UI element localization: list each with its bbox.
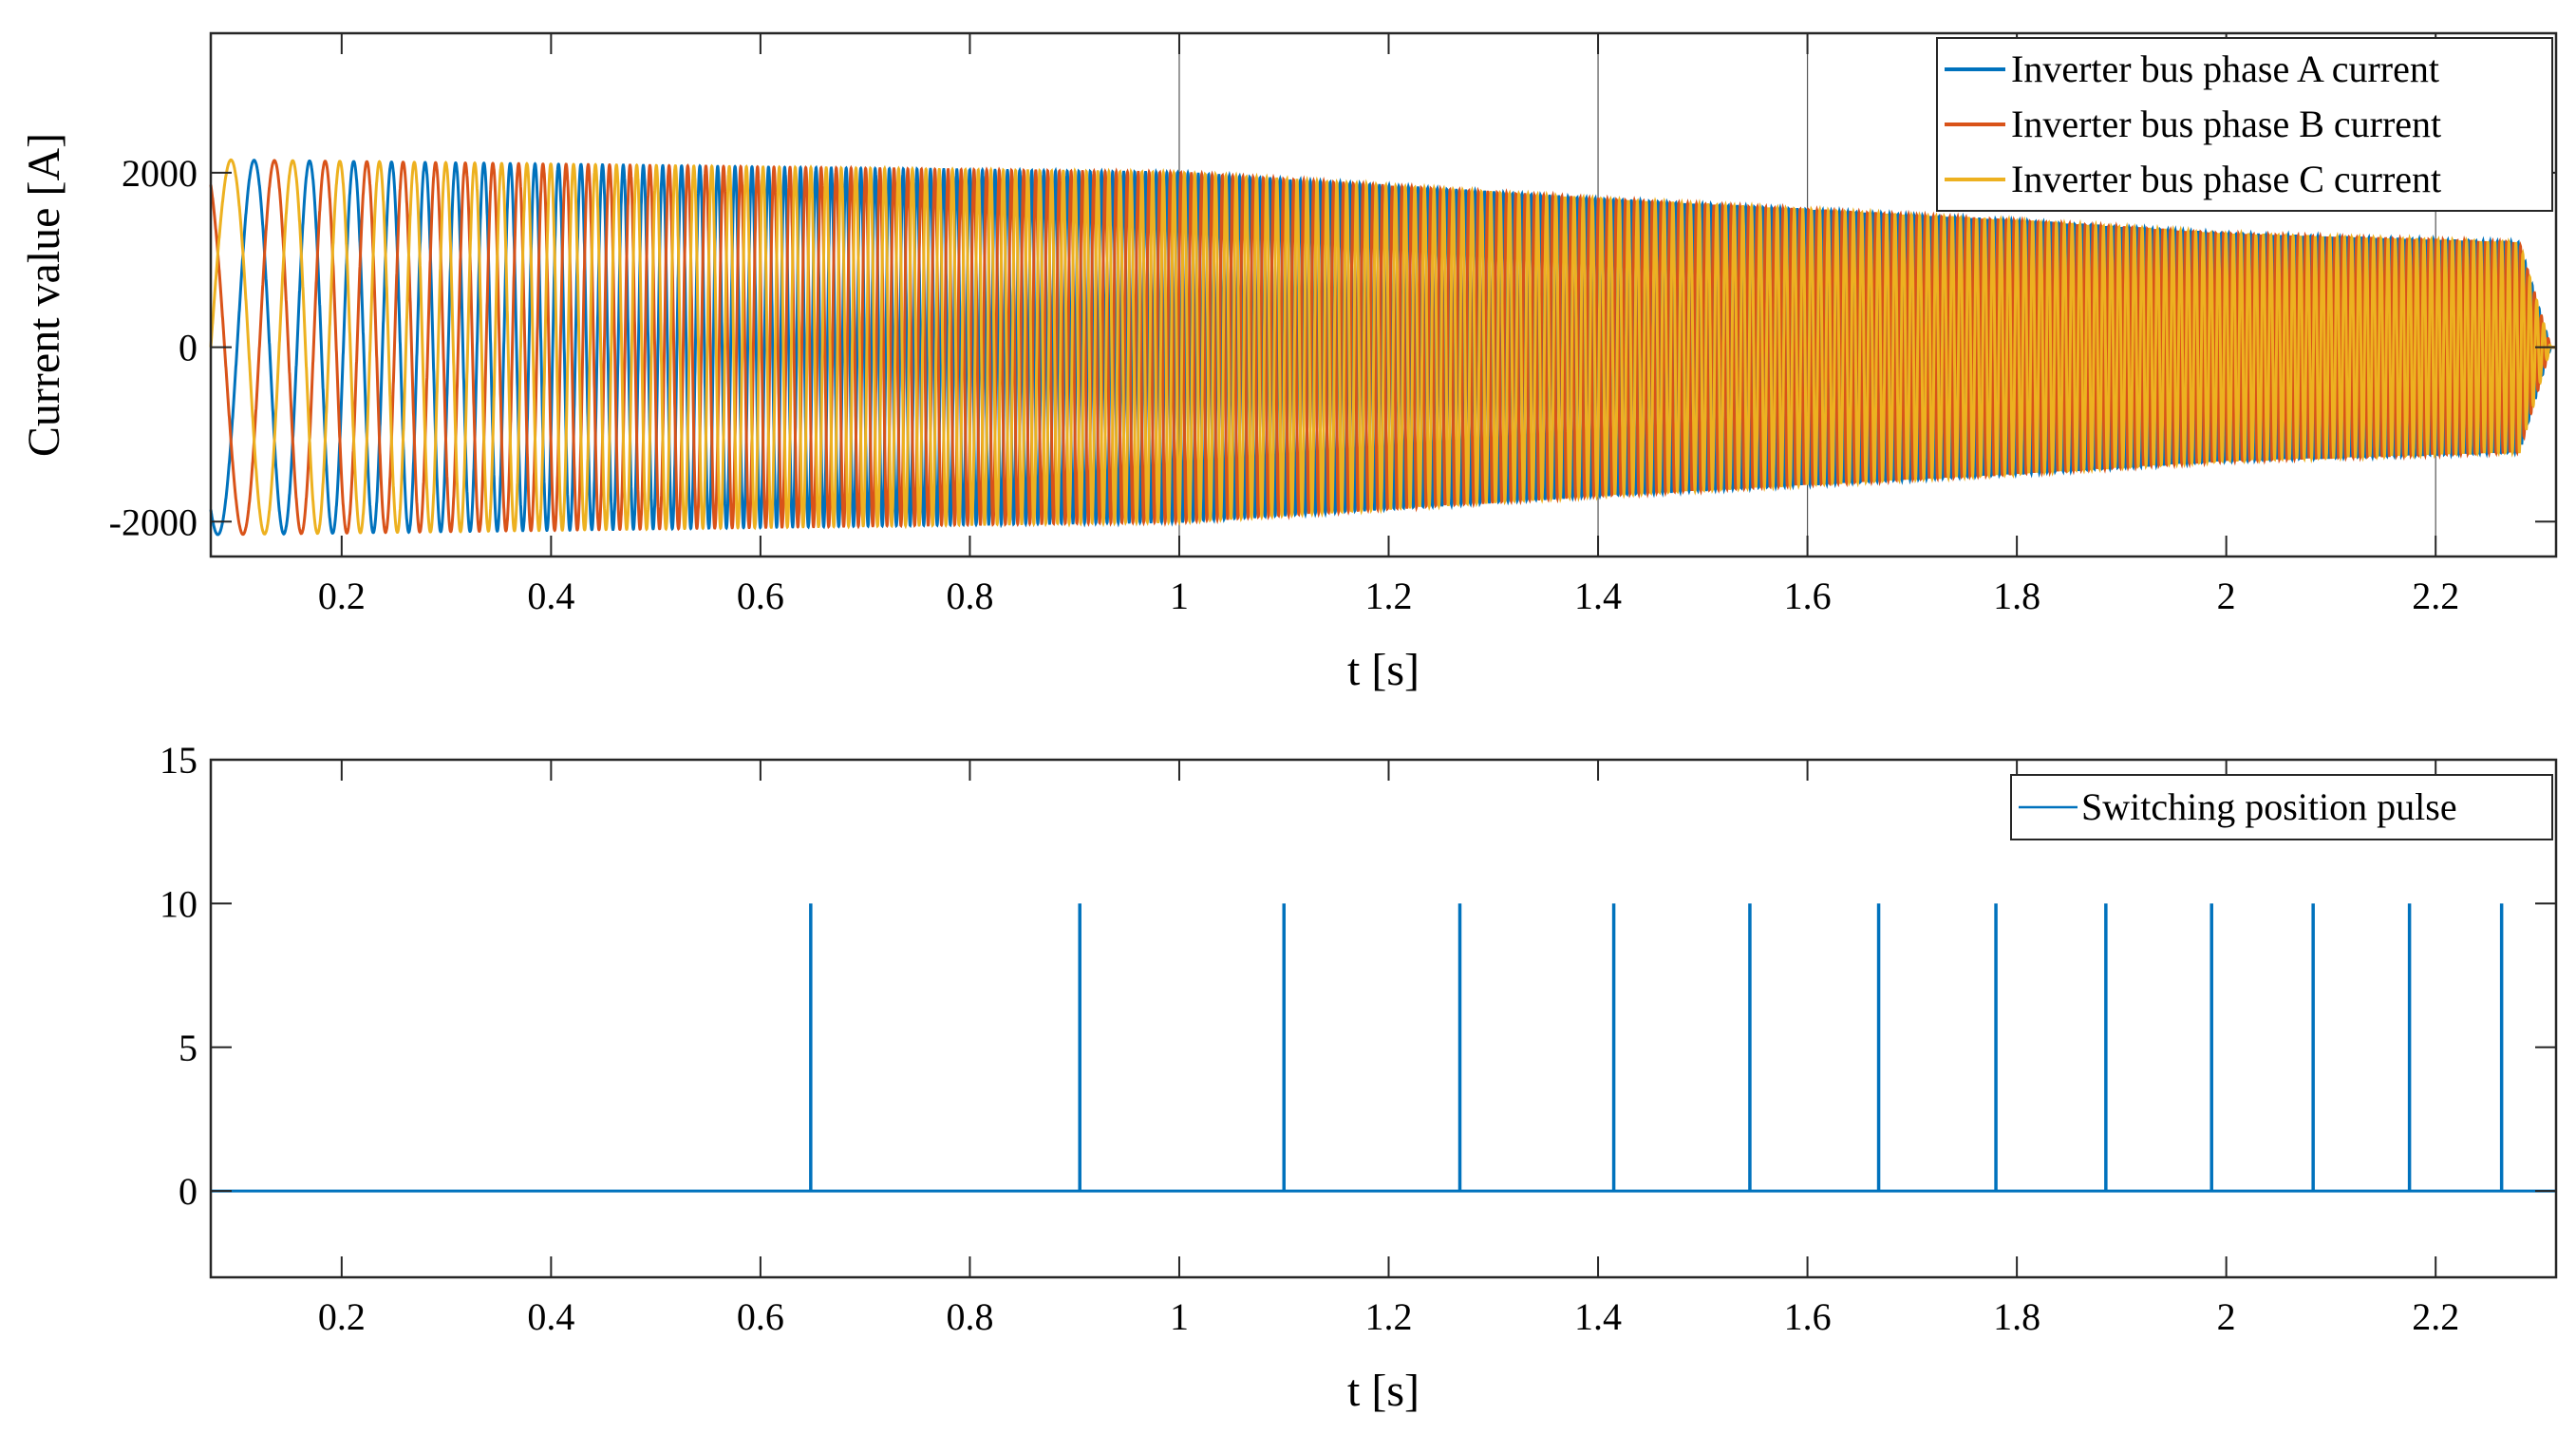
pulse-x-tick-label: 1: [1170, 1295, 1189, 1338]
pulse-y-tick-label: 0: [179, 1170, 197, 1213]
pulse-x-tick-label: 2: [2217, 1295, 2236, 1338]
current-x-tick-label: 2.2: [2412, 575, 2459, 617]
legend-item-phase-b: Inverter bus phase B current: [1945, 103, 2441, 145]
current-legend-box: [1936, 37, 2553, 212]
current-x-tick-label: 0.2: [318, 575, 366, 617]
pulse-x-tick-label: 0.8: [946, 1295, 993, 1338]
current-plot: 0.2 0.4 0.6 0.8 1 1.2 1.4 1.6 1.8 2 2.2 -2000 0 2000…: [19, 31, 2558, 695]
current-y-tick-label: 0: [179, 327, 197, 369]
pulse-legend: Switching position pulse: [2010, 774, 2553, 840]
legend-label-phase-a: Inverter bus phase A current: [2011, 47, 2439, 90]
legend-label-phase-b: Inverter bus phase B current: [2011, 103, 2441, 145]
pulse-y-ticks: 0 5 10 15: [160, 739, 2556, 1213]
pulse-x-tick-label: 1.2: [1365, 1295, 1413, 1338]
current-y-tick-label: 2000: [122, 152, 197, 195]
pulse-y-tick-label: 15: [160, 739, 197, 782]
current-x-tick-label: 1.6: [1784, 575, 1832, 617]
current-x-ticks: 0.2 0.4 0.6 0.8 1 1.2 1.4 1.6 1.8 2 2.2: [318, 33, 2459, 617]
current-series-group: [209, 158, 2556, 537]
legend-item-phase-a: Inverter bus phase A current: [1945, 47, 2439, 90]
pulse-x-tick-label: 1.4: [1574, 1295, 1622, 1338]
current-x-axis-label: t [s]: [1347, 645, 1420, 695]
current-x-tick-label: 2: [2217, 575, 2236, 617]
pulse-y-tick-label: 5: [179, 1027, 197, 1069]
pulse-plot: 0.2 0.4 0.6 0.8 1 1.2 1.4 1.6 1.8 2 2.2 0 5 10 15 t […: [160, 739, 2558, 1416]
pulse-legend-box: [2010, 774, 2553, 840]
pulse-x-tick-label: 0.6: [737, 1295, 784, 1338]
current-x-tick-label: 0.6: [737, 575, 784, 617]
current-x-tick-label: 0.4: [527, 575, 574, 617]
current-y-ticks: -2000 0 2000: [109, 152, 2556, 543]
pulse-x-tick-label: 0.4: [527, 1295, 574, 1338]
current-y-axis-label: Current value [A]: [19, 133, 69, 457]
current-x-tick-label: 1.8: [1993, 575, 2040, 617]
pulse-x-tick-label: 0.2: [318, 1295, 366, 1338]
current-x-tick-label: 1.4: [1574, 575, 1622, 617]
current-y-tick-label: -2000: [109, 500, 197, 543]
series-line-phase-b: [209, 159, 2556, 537]
current-plot-frame: [209, 31, 2558, 558]
legend-label-phase-c: Inverter bus phase C current: [2011, 158, 2441, 200]
legend-label-pulse: Switching position pulse: [2081, 785, 2457, 828]
current-x-tick-label: 0.8: [946, 575, 993, 617]
current-x-tick-label: 1.2: [1365, 575, 1413, 617]
pulse-x-tick-label: 1.6: [1784, 1295, 1832, 1338]
pulse-x-axis-label: t [s]: [1347, 1366, 1420, 1416]
legend-item-phase-c: Inverter bus phase C current: [1945, 158, 2441, 200]
series-line-phase-c: [209, 158, 2556, 536]
current-x-tick-label: 1: [1170, 575, 1189, 617]
pulse-x-tick-label: 2.2: [2412, 1295, 2459, 1338]
pulse-plot-frame: [209, 758, 2558, 1279]
current-legend: Inverter bus phase A current Inverter bu…: [1936, 37, 2553, 212]
pulse-x-tick-label: 1.8: [1993, 1295, 2040, 1338]
pulse-series-group: [211, 903, 2556, 1193]
pulse-y-tick-label: 10: [160, 882, 197, 925]
